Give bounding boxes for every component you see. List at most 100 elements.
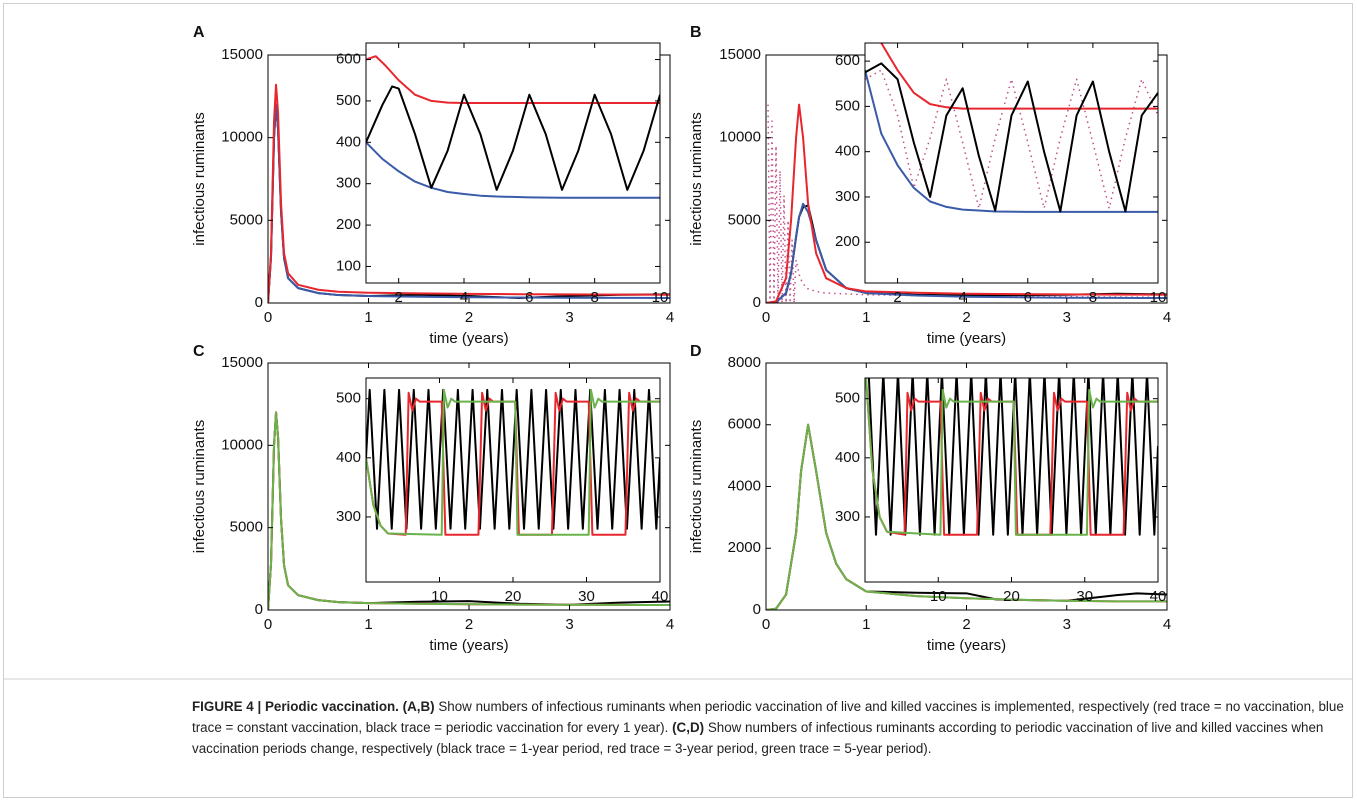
data-line xyxy=(865,62,1158,213)
data-line xyxy=(865,69,1158,213)
inset-background xyxy=(366,378,660,582)
y-tick-label: 8000 xyxy=(728,354,761,371)
panel-label: B xyxy=(690,24,702,41)
caption-part: Show numbers of infectious ruminants acc… xyxy=(192,720,1324,756)
data-line xyxy=(366,85,660,191)
y-tick-label: 6000 xyxy=(728,416,761,433)
x-tick-label: 2 xyxy=(893,289,901,306)
x-tick-label: 20 xyxy=(1003,588,1020,605)
plot-area xyxy=(865,43,1158,213)
y-tick-label: 300 xyxy=(835,188,860,205)
data-line xyxy=(766,103,1167,303)
x-tick-label: 0 xyxy=(762,616,770,633)
x-tick-label: 2 xyxy=(962,309,970,326)
inset-background xyxy=(865,378,1158,582)
x-tick-label: 10 xyxy=(431,588,448,605)
inset-background xyxy=(865,43,1158,283)
y-tick-label: 4000 xyxy=(728,477,761,494)
x-tick-label: 2 xyxy=(394,289,402,306)
axes-frame xyxy=(365,42,661,284)
y-tick-label: 300 xyxy=(336,508,361,525)
data-line xyxy=(268,411,670,610)
panel-label: C xyxy=(193,343,205,360)
data-line xyxy=(268,103,670,303)
y-tick-label: 100 xyxy=(336,257,361,274)
y-tick-label: 10000 xyxy=(719,129,761,146)
y-tick-label: 200 xyxy=(835,233,860,250)
y-tick-label: 0 xyxy=(753,294,761,311)
y-tick-label: 400 xyxy=(835,449,860,466)
plot-area xyxy=(865,378,1158,536)
x-tick-label: 6 xyxy=(1024,289,1032,306)
panel-label: D xyxy=(690,343,702,360)
x-axis-label: time (years) xyxy=(927,637,1006,654)
data-line xyxy=(766,423,1167,610)
y-tick-label: 0 xyxy=(255,601,263,618)
data-line xyxy=(366,55,660,104)
x-axis-label: time (years) xyxy=(927,330,1006,347)
y-tick-label: 400 xyxy=(835,143,860,160)
x-tick-label: 40 xyxy=(652,588,669,605)
data-line xyxy=(366,388,660,536)
y-tick-label: 0 xyxy=(255,294,263,311)
y-tick-label: 15000 xyxy=(221,354,263,371)
y-tick-label: 10000 xyxy=(221,129,263,146)
plot-area xyxy=(766,423,1167,610)
y-axis-label: infectious ruminants xyxy=(688,420,705,553)
x-tick-label: 20 xyxy=(505,588,522,605)
x-tick-label: 8 xyxy=(1089,289,1097,306)
data-line xyxy=(865,378,1158,536)
data-line xyxy=(366,388,660,530)
y-tick-label: 500 xyxy=(835,390,860,407)
x-axis-label: time (years) xyxy=(429,330,508,347)
plot-area xyxy=(366,388,660,536)
x-tick-label: 3 xyxy=(565,309,573,326)
x-tick-label: 0 xyxy=(264,616,272,633)
x-tick-label: 4 xyxy=(1163,309,1171,326)
caption-part: (A,B) xyxy=(402,699,435,714)
data-line xyxy=(867,378,1158,536)
y-tick-label: 5000 xyxy=(728,211,761,228)
x-tick-label: 2 xyxy=(465,309,473,326)
x-tick-label: 4 xyxy=(666,616,674,633)
y-axis-label: infectious ruminants xyxy=(191,420,208,553)
plot-area xyxy=(268,83,670,303)
data-line xyxy=(366,141,660,199)
y-tick-label: 400 xyxy=(336,133,361,150)
panel-label: A xyxy=(193,24,205,41)
plot-area xyxy=(766,103,1167,303)
x-tick-label: 40 xyxy=(1150,588,1167,605)
y-axis-label: infectious ruminants xyxy=(191,112,208,245)
y-tick-label: 5000 xyxy=(230,519,263,536)
caption: FIGURE 4 | Periodic vaccination. (A,B) S… xyxy=(192,696,1357,759)
y-tick-label: 5000 xyxy=(230,211,263,228)
figure-border xyxy=(3,3,1353,798)
x-tick-label: 3 xyxy=(1063,309,1071,326)
x-tick-label: 4 xyxy=(666,309,674,326)
data-line xyxy=(268,83,670,303)
data-line xyxy=(879,43,1158,110)
x-tick-label: 30 xyxy=(578,588,595,605)
y-tick-label: 200 xyxy=(336,216,361,233)
x-tick-label: 1 xyxy=(862,309,870,326)
x-tick-label: 30 xyxy=(1076,588,1093,605)
x-tick-label: 4 xyxy=(460,289,468,306)
y-tick-label: 500 xyxy=(336,92,361,109)
y-tick-label: 300 xyxy=(835,508,860,525)
y-tick-label: 400 xyxy=(336,449,361,466)
x-tick-label: 1 xyxy=(862,616,870,633)
y-tick-label: 600 xyxy=(835,52,860,69)
y-tick-label: 15000 xyxy=(719,46,761,63)
x-tick-label: 3 xyxy=(565,616,573,633)
x-tick-label: 1 xyxy=(364,309,372,326)
data-line xyxy=(766,202,1167,303)
inset-background xyxy=(366,43,660,283)
y-tick-label: 15000 xyxy=(221,46,263,63)
y-tick-label: 300 xyxy=(336,175,361,192)
x-tick-label: 10 xyxy=(652,289,669,306)
y-tick-label: 10000 xyxy=(221,436,263,453)
x-tick-label: 10 xyxy=(1150,289,1167,306)
x-tick-label: 4 xyxy=(958,289,966,306)
